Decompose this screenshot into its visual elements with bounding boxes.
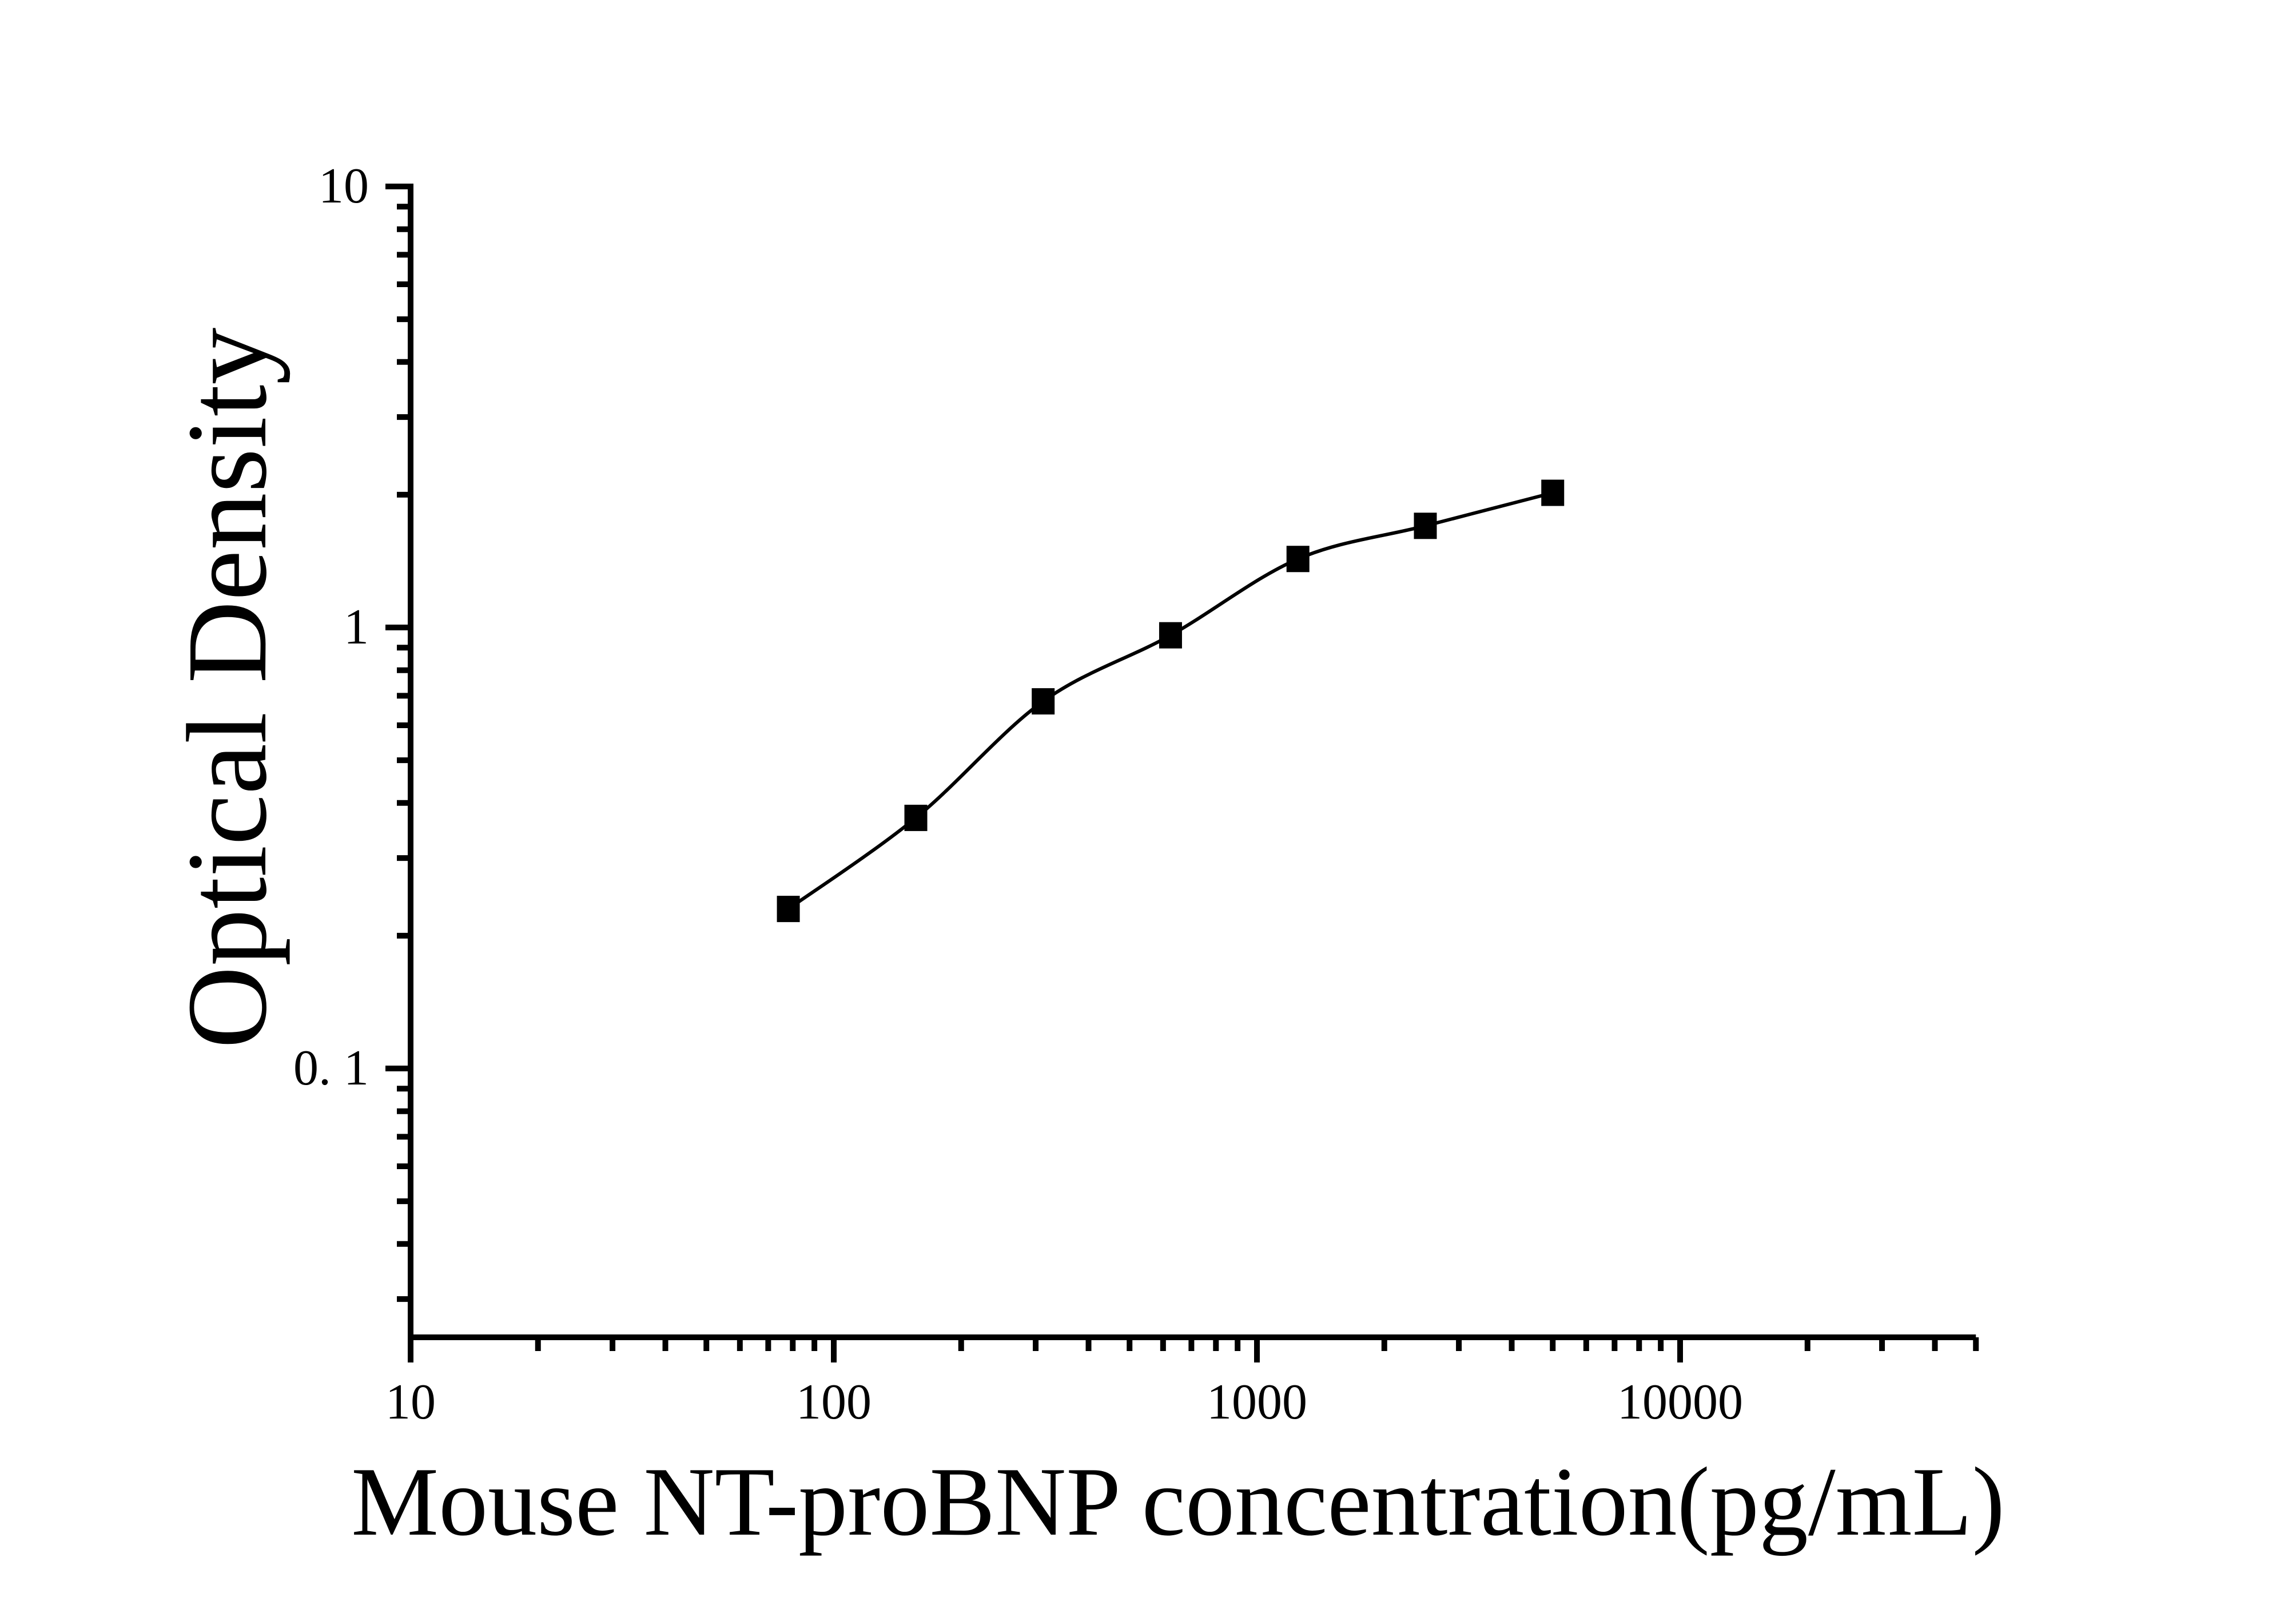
x-axis-title: Mouse NT-proBNP concentration(pg/mL) (351, 1448, 2005, 1556)
data-point-marker (1032, 688, 1055, 715)
data-point-marker (1159, 622, 1182, 649)
x-tick-label: 10 (385, 1374, 436, 1430)
x-tick-label: 1000 (1207, 1374, 1307, 1430)
standard-curve-line (787, 491, 1553, 911)
data-point-marker (904, 804, 928, 831)
data-point-marker (1541, 479, 1565, 506)
y-tick-label: 10 (319, 158, 369, 214)
x-tick-label: 100 (796, 1374, 872, 1430)
y-tick-label: 0. 1 (293, 1040, 369, 1096)
data-point-marker (777, 896, 800, 923)
y-axis-title: Optical Density (164, 327, 291, 1049)
y-tick-label: 1 (344, 599, 369, 655)
data-point-marker (1286, 546, 1310, 573)
data-point-marker (1414, 513, 1437, 539)
x-tick-label: 10000 (1617, 1374, 1743, 1430)
